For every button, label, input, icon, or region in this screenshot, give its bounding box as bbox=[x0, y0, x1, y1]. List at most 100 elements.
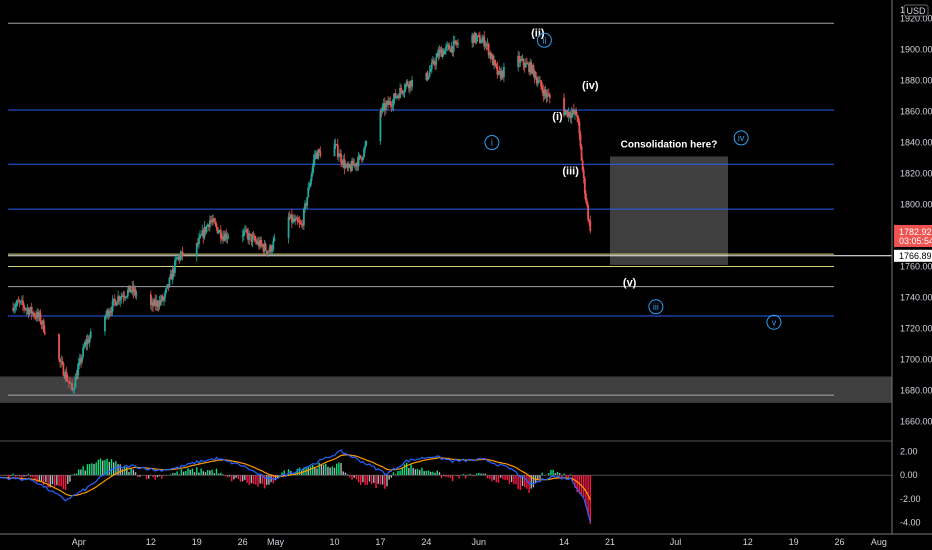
macd-hist-121 bbox=[263, 475, 266, 489]
candle-body-91 bbox=[151, 301, 153, 305]
macd-hist-189 bbox=[412, 467, 414, 476]
candle-body-150 bbox=[241, 235, 244, 237]
macd-hist-202 bbox=[440, 475, 443, 479]
candle-body-191 bbox=[299, 222, 302, 224]
macd-hist-5 bbox=[10, 475, 12, 477]
macd-hist-123 bbox=[268, 475, 270, 485]
macd-hist-27 bbox=[58, 475, 60, 487]
candle-body-56 bbox=[86, 339, 89, 345]
candle-body-89 bbox=[135, 294, 138, 296]
candle-body-326 bbox=[499, 71, 502, 79]
candle-body-72 bbox=[117, 296, 119, 304]
macd-hist-99 bbox=[215, 468, 218, 476]
candle-body-96 bbox=[156, 300, 159, 307]
macd-hist-195 bbox=[425, 470, 428, 476]
macd-hist-193 bbox=[421, 467, 423, 476]
candle-body-318 bbox=[491, 55, 493, 59]
candle-body-218 bbox=[342, 159, 345, 165]
candle-body-314 bbox=[486, 44, 489, 45]
macd-hist-186 bbox=[405, 462, 408, 476]
macd-hist-13 bbox=[27, 473, 30, 476]
candle-body-142 bbox=[219, 230, 222, 239]
candle-body-7 bbox=[19, 301, 22, 302]
macd-hist-217 bbox=[473, 475, 476, 477]
candle-body-125 bbox=[201, 230, 204, 236]
candle-body-80 bbox=[125, 295, 128, 298]
macd-hist-48 bbox=[104, 460, 106, 476]
macd-hist-252 bbox=[550, 470, 552, 476]
candle-body-366 bbox=[569, 116, 572, 118]
candle-body-255 bbox=[395, 96, 398, 99]
currency-badge: 1 USD bbox=[900, 4, 929, 17]
macd-hist-235 bbox=[513, 475, 515, 485]
candle-body-319 bbox=[492, 55, 494, 66]
macd-hist-104 bbox=[226, 475, 229, 478]
candle-body-375 bbox=[579, 133, 582, 147]
candle-body-136 bbox=[213, 218, 216, 222]
macd-hist-215 bbox=[469, 473, 471, 476]
candle-body-216 bbox=[340, 153, 342, 163]
candle-body-323 bbox=[496, 66, 499, 75]
candle-body-223 bbox=[347, 164, 350, 169]
candle-body-227 bbox=[352, 160, 354, 166]
candle-body-368 bbox=[571, 109, 574, 113]
candle-body-337 bbox=[524, 62, 527, 68]
wave-circle-8 bbox=[733, 130, 749, 146]
macd-hist-143 bbox=[311, 464, 314, 476]
macd-hist-111 bbox=[241, 475, 244, 482]
macd-hist-153 bbox=[333, 467, 336, 476]
candle-body-226 bbox=[351, 160, 353, 171]
candle-body-351 bbox=[540, 80, 543, 87]
candle-body-22 bbox=[36, 312, 39, 319]
wave-circle-7 bbox=[648, 299, 664, 315]
macd-hist-196 bbox=[427, 470, 430, 476]
macd-hist-120 bbox=[261, 475, 264, 484]
macd-hist-188 bbox=[410, 464, 412, 476]
candle-body-139 bbox=[216, 227, 219, 234]
candle-body-207 bbox=[317, 149, 320, 159]
macd-hist-137 bbox=[298, 467, 301, 476]
candle-body-316 bbox=[488, 52, 491, 56]
candle-body-254 bbox=[394, 93, 397, 99]
price-tick-label-10: 1860.00 bbox=[900, 107, 932, 117]
candle-body-321 bbox=[494, 60, 497, 64]
wave-label-6: ii bbox=[542, 35, 546, 45]
candle-body-220 bbox=[344, 165, 347, 168]
candle-body-263 bbox=[404, 84, 407, 90]
macd-hist-42 bbox=[91, 463, 93, 476]
candle-body-312 bbox=[484, 44, 487, 47]
macd-hist-114 bbox=[248, 475, 250, 485]
candle-body-23 bbox=[37, 312, 40, 317]
macd-hist-261 bbox=[569, 474, 572, 476]
candle-body-33 bbox=[61, 361, 64, 364]
candle-body-100 bbox=[160, 296, 163, 302]
macd-hist-247 bbox=[539, 475, 541, 479]
candle-body-381 bbox=[586, 200, 588, 205]
candle-body-258 bbox=[399, 88, 401, 98]
macd-hist-219 bbox=[478, 472, 480, 476]
candle-body-324 bbox=[497, 71, 500, 75]
macd-hist-16 bbox=[34, 475, 36, 481]
candle-body-307 bbox=[478, 35, 481, 44]
candle-body-124 bbox=[200, 235, 203, 236]
candle-body-334 bbox=[521, 58, 524, 61]
candle-body-232 bbox=[357, 155, 360, 167]
candle-body-81 bbox=[126, 290, 129, 296]
time-tick-label-10: 21 bbox=[605, 537, 615, 547]
candle-body-166 bbox=[259, 240, 262, 247]
macd-hist-218 bbox=[475, 473, 478, 476]
candle-body-98 bbox=[158, 300, 161, 307]
candle-body-8 bbox=[20, 300, 23, 302]
candle-body-24 bbox=[38, 312, 41, 317]
candle-body-190 bbox=[298, 222, 301, 223]
macd-hist-81 bbox=[176, 471, 178, 476]
candle-body-149 bbox=[227, 236, 230, 238]
candle-body-58 bbox=[88, 337, 91, 343]
candle-body-128 bbox=[204, 226, 207, 233]
candle-body-329 bbox=[503, 66, 505, 77]
price-tick-label-3: 1720.00 bbox=[900, 323, 932, 333]
candle-body-146 bbox=[224, 233, 227, 241]
time-tick-label-14: 26 bbox=[835, 537, 845, 547]
